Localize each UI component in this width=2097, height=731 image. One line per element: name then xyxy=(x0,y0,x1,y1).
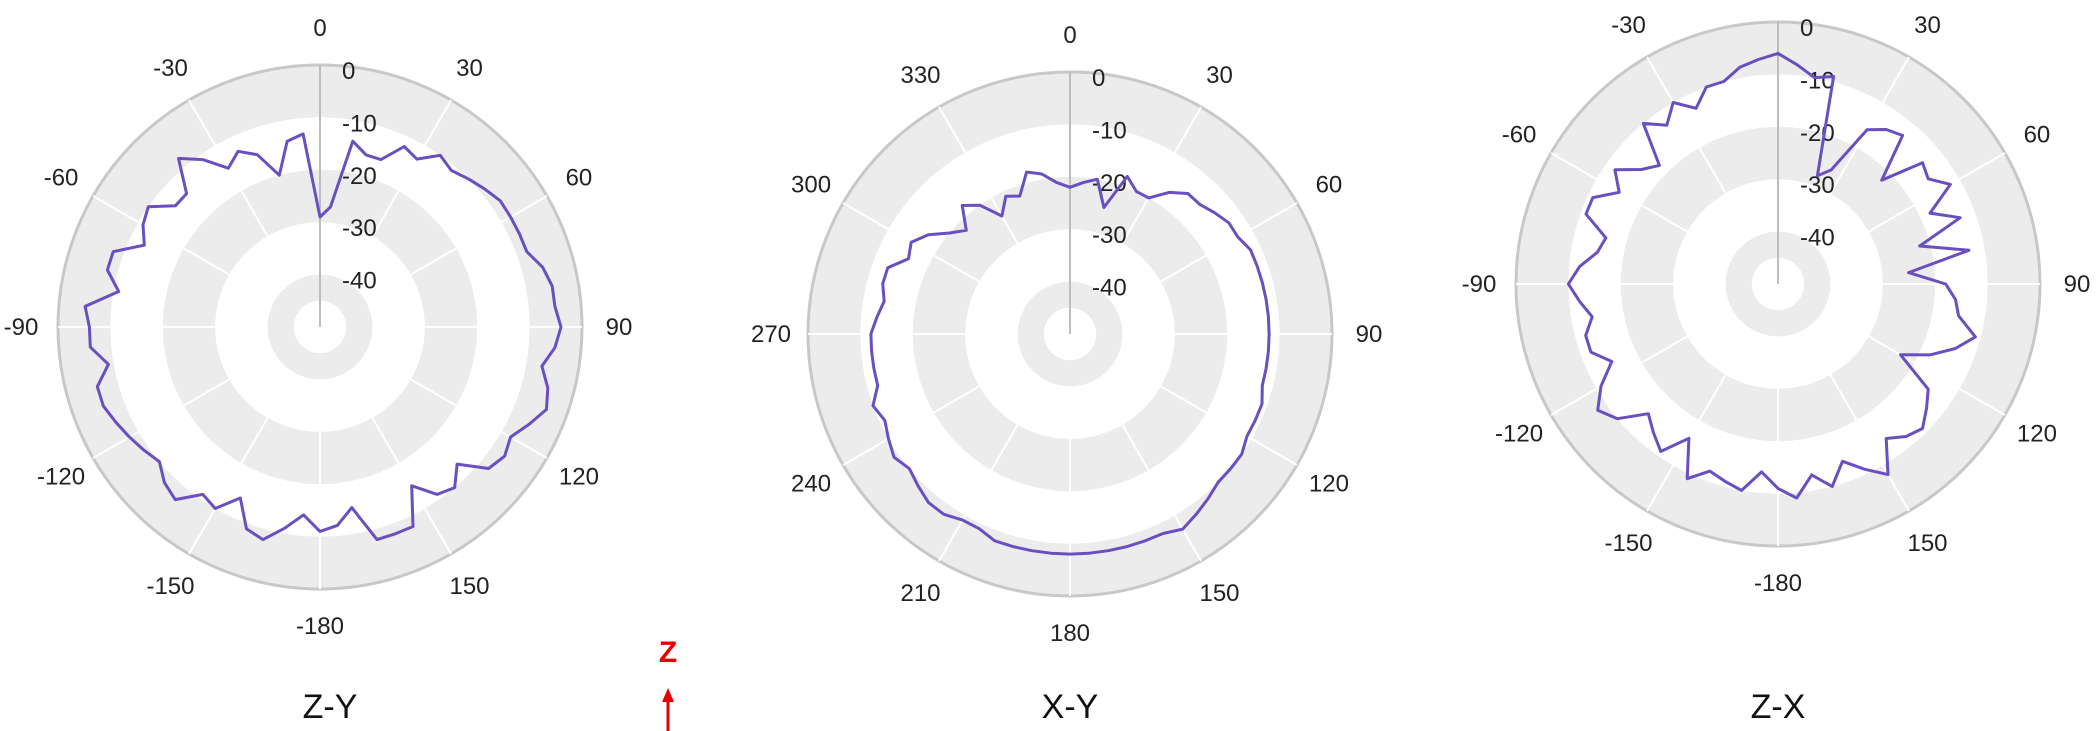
theta-tick-label: 330 xyxy=(900,62,940,89)
theta-tick-label: -180 xyxy=(1754,570,1802,597)
polar-spoke xyxy=(1114,359,1298,466)
polar-spoke xyxy=(1803,328,1910,512)
polar-spoke xyxy=(1550,152,1734,259)
r-tick-label: 0 xyxy=(342,58,355,85)
theta-tick-label: 120 xyxy=(1309,471,1349,498)
theta-tick-label: 240 xyxy=(791,471,831,498)
theta-tick-label: -180 xyxy=(296,613,344,640)
polar-spoke xyxy=(1114,202,1298,309)
polar-spoke xyxy=(345,371,452,555)
theta-tick-label: 120 xyxy=(559,464,599,491)
polar-spoke xyxy=(938,378,1045,562)
r-tick-label: -40 xyxy=(1092,275,1127,302)
theta-tick-label: -90 xyxy=(1462,271,1497,298)
polar-chart-z-y: 0 30 60 90 120 150 -180 -150 -120 -90 -60 -30 0 -10 -2… xyxy=(4,15,633,640)
theta-tick-label: 150 xyxy=(1907,530,1947,557)
polar-spoke xyxy=(1646,56,1753,240)
r-tick-label: 0 xyxy=(1092,65,1105,92)
theta-tick-label: 300 xyxy=(791,172,831,199)
theta-tick-label: -150 xyxy=(1604,530,1652,557)
r-tick-label: -30 xyxy=(1092,222,1127,249)
plane-label-z-y: Z-Y xyxy=(303,688,358,726)
theta-tick-label: -60 xyxy=(44,165,79,192)
pattern-series-line xyxy=(83,132,563,542)
polar-spoke xyxy=(938,106,1045,290)
polar-spoke xyxy=(1550,309,1734,416)
polar-spoke xyxy=(188,371,295,555)
polar-spoke xyxy=(345,99,452,283)
theta-tick-label: 0 xyxy=(1063,22,1076,49)
theta-tick-label: -90 xyxy=(4,314,39,341)
theta-tick-label: 150 xyxy=(1199,580,1239,607)
theta-tick-label: 90 xyxy=(2064,271,2091,298)
polar-chart-z-x: 0306090120150-180-150-120-90-60-300-10-2… xyxy=(1462,12,2091,597)
pattern-series-line xyxy=(1566,51,1977,500)
theta-tick-label: -60 xyxy=(1502,122,1537,149)
pattern-series-line xyxy=(869,170,1271,556)
polar-spoke xyxy=(1822,152,2006,259)
z-axis-arrow-icon xyxy=(662,688,674,731)
z-axis-letter: Z xyxy=(659,636,677,669)
theta-tick-label: 270 xyxy=(751,321,791,348)
polar-spoke xyxy=(1646,328,1753,512)
polar-spoke xyxy=(842,202,1026,309)
theta-tick-label: 90 xyxy=(1356,321,1383,348)
r-tick-label: -10 xyxy=(1092,117,1127,144)
r-tick-label: -40 xyxy=(1800,225,1835,252)
plane-label-z-x: Z-X xyxy=(1751,688,1806,726)
polar-spoke xyxy=(92,352,276,459)
polar-spoke xyxy=(364,352,548,459)
polar-spoke xyxy=(364,195,548,302)
theta-tick-label: 60 xyxy=(2024,122,2051,149)
theta-tick-label: 180 xyxy=(1050,620,1090,647)
theta-tick-label: 0 xyxy=(313,15,326,42)
polar-spoke xyxy=(188,99,295,283)
r-tick-label: -30 xyxy=(342,215,377,242)
polar-spoke xyxy=(1095,378,1202,562)
plane-label-x-y: X-Y xyxy=(1042,688,1099,726)
r-tick-label: -10 xyxy=(342,110,377,137)
polar-spoke xyxy=(92,195,276,302)
r-tick-label: -20 xyxy=(342,163,377,190)
theta-tick-label: -30 xyxy=(153,55,188,82)
theta-tick-label: 120 xyxy=(2017,421,2057,448)
theta-tick-label: 60 xyxy=(1316,172,1343,199)
theta-tick-label: -150 xyxy=(146,573,194,600)
theta-tick-label: -30 xyxy=(1611,12,1646,39)
r-tick-label: -20 xyxy=(1800,120,1835,147)
polar-spoke xyxy=(1803,56,1910,240)
theta-tick-label: 30 xyxy=(1914,12,1941,39)
r-tick-label: 0 xyxy=(1800,15,1813,42)
polar-band xyxy=(912,176,1228,492)
polar-band xyxy=(162,169,478,485)
theta-tick-label: 30 xyxy=(456,55,483,82)
polar-spoke xyxy=(842,359,1026,466)
polar-spoke xyxy=(1822,309,2006,416)
theta-tick-label: 210 xyxy=(900,580,940,607)
theta-tick-label: 30 xyxy=(1206,62,1233,89)
theta-tick-label: 150 xyxy=(449,573,489,600)
theta-tick-label: 60 xyxy=(566,165,593,192)
r-tick-label: -40 xyxy=(342,268,377,295)
theta-tick-label: -120 xyxy=(37,464,85,491)
theta-tick-label: 90 xyxy=(606,314,633,341)
theta-tick-label: -120 xyxy=(1495,421,1543,448)
polar-band xyxy=(1620,126,1936,442)
